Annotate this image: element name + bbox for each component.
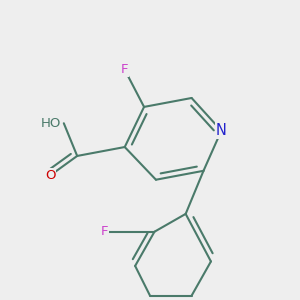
Text: HO: HO	[40, 117, 61, 130]
Text: F: F	[121, 63, 128, 76]
Text: N: N	[216, 123, 227, 138]
Text: O: O	[45, 169, 56, 182]
Text: F: F	[101, 225, 108, 238]
